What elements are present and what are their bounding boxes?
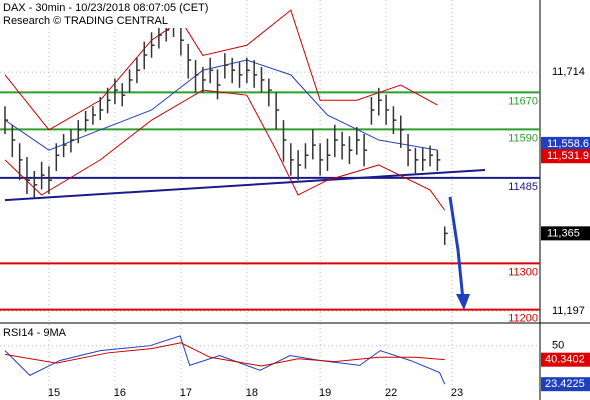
x-tick-label: 17 [180,387,192,399]
price-marker [541,226,590,241]
level-label: 11300 [508,266,538,278]
subheader: Research © TRADING CENTRAL [3,15,168,27]
y-tick-label: 11,197 [552,305,585,317]
header: DAX - 30min - 10/23/2018 08:07:05 (CET) [3,2,208,14]
x-tick-label: 19 [319,387,331,399]
rsi-marker [541,377,590,392]
header-bg [0,0,200,28]
y-tick-label: 11,714 [552,66,585,78]
x-tick-label: 18 [246,387,258,399]
arrow-head [456,294,470,310]
x-tick-label: 22 [385,387,397,399]
x-tick-label: 23 [451,387,463,399]
rsi-tick-label: 50 [552,340,564,352]
price-marker [541,149,590,164]
price-marker-label: 11,558.6 [547,138,589,150]
trendline [4,169,486,202]
indicator-line [4,89,446,211]
rsi-marker-label: 23.4225 [545,378,585,390]
rsi-marker [541,352,590,367]
rsi-line [4,342,445,367]
rsi-marker-label: 40.3402 [545,354,585,366]
forecast-arrow [448,196,465,301]
indicator-line [4,9,438,131]
level-label: 11200 [508,313,538,325]
rsi-title: RSI14 - 9MA [3,327,67,339]
x-tick-label: 15 [48,387,60,399]
x-tick-label: 16 [114,387,126,399]
price-marker [541,136,590,151]
level-label: 11590 [508,132,538,144]
price-marker-label: 11,531.9 [547,150,589,162]
rsi-line [4,335,446,385]
level-label: 11670 [508,95,538,107]
price-marker-label: 11,365 [547,227,580,239]
level-label: 11485 [508,181,538,193]
